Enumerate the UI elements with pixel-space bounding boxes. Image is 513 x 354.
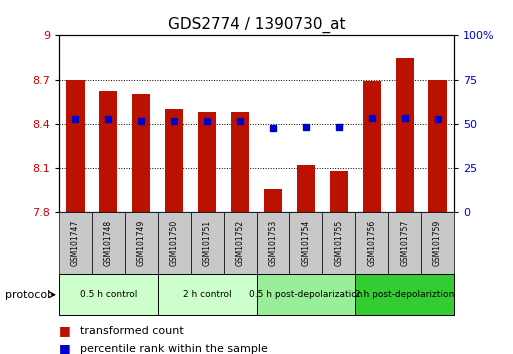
Bar [355,274,454,315]
Bar [59,274,158,315]
Text: GSM101749: GSM101749 [137,220,146,267]
Text: 0.5 h control: 0.5 h control [80,290,137,299]
Text: GSM101755: GSM101755 [334,220,343,267]
Text: percentile rank within the sample: percentile rank within the sample [80,344,267,354]
Text: transformed count: transformed count [80,326,183,336]
Bar [256,274,355,315]
Bar [231,112,249,212]
Bar [355,212,388,274]
Bar [289,212,322,274]
Bar [125,212,158,274]
Text: GSM101747: GSM101747 [71,220,80,267]
Bar [92,212,125,274]
Bar [132,95,150,212]
Text: GSM101756: GSM101756 [367,220,376,267]
Bar [264,189,282,212]
Text: GSM101757: GSM101757 [400,220,409,267]
Text: GSM101754: GSM101754 [301,220,310,267]
Text: ■: ■ [59,342,71,354]
Bar [297,165,315,212]
Text: GSM101751: GSM101751 [203,220,212,267]
Bar [421,212,454,274]
Bar [330,171,348,212]
Bar [158,212,191,274]
Bar [428,80,447,212]
Bar [100,91,117,212]
Text: 2 h control: 2 h control [183,290,231,299]
Text: GSM101748: GSM101748 [104,220,113,267]
Bar [322,212,355,274]
Title: GDS2774 / 1390730_at: GDS2774 / 1390730_at [168,16,345,33]
Bar [224,212,256,274]
Bar [165,109,183,212]
Text: protocol: protocol [5,290,50,300]
Text: GSM101753: GSM101753 [268,220,278,267]
Text: GSM101759: GSM101759 [433,220,442,267]
Text: GSM101752: GSM101752 [235,220,245,267]
Text: 0.5 h post-depolarization: 0.5 h post-depolarization [249,290,363,299]
Bar [396,57,413,212]
Bar [59,212,92,274]
Bar [191,212,224,274]
Bar [158,274,256,315]
Text: GSM101750: GSM101750 [170,220,179,267]
Bar [256,212,289,274]
Bar [66,80,85,212]
Bar [363,81,381,212]
Bar [198,112,216,212]
Text: 2 h post-depolariztion: 2 h post-depolariztion [355,290,454,299]
Text: ■: ■ [59,325,71,337]
Bar [388,212,421,274]
